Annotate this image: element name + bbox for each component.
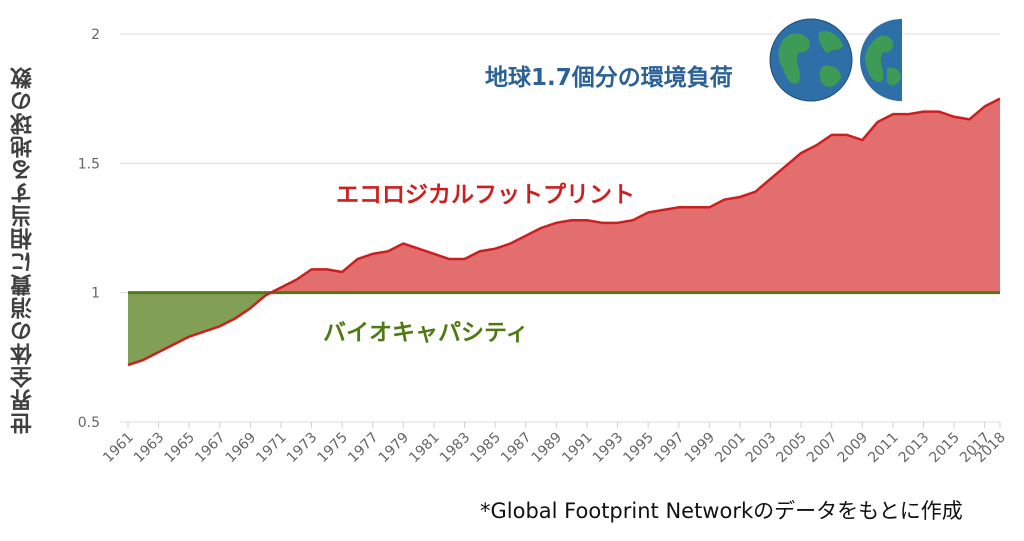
series-lines: [127, 97, 1001, 367]
y-tick-labels: 0.5 1 1.5 2: [78, 27, 100, 431]
x-tick-label: 2007: [804, 430, 841, 467]
x-tick-label: 1971: [253, 430, 290, 467]
footprint-area: [270, 98, 1000, 293]
y-axis-label: 世界全体の消費に相当する地球の数: [11, 66, 36, 434]
footprint-annotation: エコロジカルフットプリント: [336, 182, 635, 208]
x-tick-label: 1999: [682, 430, 719, 467]
source-note: *Global Footprint Networkのデータをもとに作成: [480, 499, 963, 523]
x-tick-label: 2011: [865, 430, 902, 467]
x-tick-label: 1973: [284, 430, 321, 467]
x-tick-label: 2001: [712, 430, 749, 467]
earth-globe-icon: [769, 18, 853, 102]
x-tick-label: 2005: [773, 430, 810, 467]
x-tick-label: 1981: [406, 430, 443, 467]
x-tick-label: 1993: [590, 430, 627, 467]
x-tick-label: 2009: [835, 430, 872, 467]
biocapacity-area: [128, 292, 271, 366]
y-tick-label: 2: [91, 27, 100, 43]
partial-earth-globe-icon: [860, 19, 902, 101]
x-tick-label: 1995: [620, 430, 657, 467]
x-tick-label: 1961: [100, 430, 137, 467]
y-tick-label: 1.5: [78, 156, 100, 172]
x-tick-label: 1977: [345, 430, 382, 467]
x-tick-label: 1975: [314, 430, 351, 467]
x-tick-label: 1967: [192, 430, 229, 467]
area-fills: [128, 98, 1000, 366]
y-tick-label: 0.5: [78, 415, 100, 431]
x-tick-label: 1963: [131, 430, 168, 467]
x-tick-label: 1979: [376, 430, 413, 467]
x-tick-label: 1965: [162, 430, 199, 467]
x-tick-label: 1989: [529, 430, 566, 467]
earths-annotation: 地球1.7個分の環境負荷: [485, 65, 733, 91]
x-tick-label: 1985: [467, 430, 504, 467]
footprint-line: [127, 97, 1001, 367]
x-tick-label: 1987: [498, 430, 535, 467]
x-tick-label: 1969: [223, 430, 260, 467]
x-tick-labels: 1961196319651967196919711973197519771979…: [100, 430, 1009, 467]
y-tick-label: 1: [91, 286, 100, 302]
x-tick-label: 1991: [559, 430, 596, 467]
biocapacity-annotation: バイオキャパシティ: [323, 320, 529, 346]
x-tick-label: 2013: [896, 430, 933, 467]
x-tick-label: 2003: [743, 430, 780, 467]
x-tick-label: 1997: [651, 430, 688, 467]
x-tick-label: 1983: [437, 430, 474, 467]
x-tick-label: 2015: [926, 430, 963, 467]
